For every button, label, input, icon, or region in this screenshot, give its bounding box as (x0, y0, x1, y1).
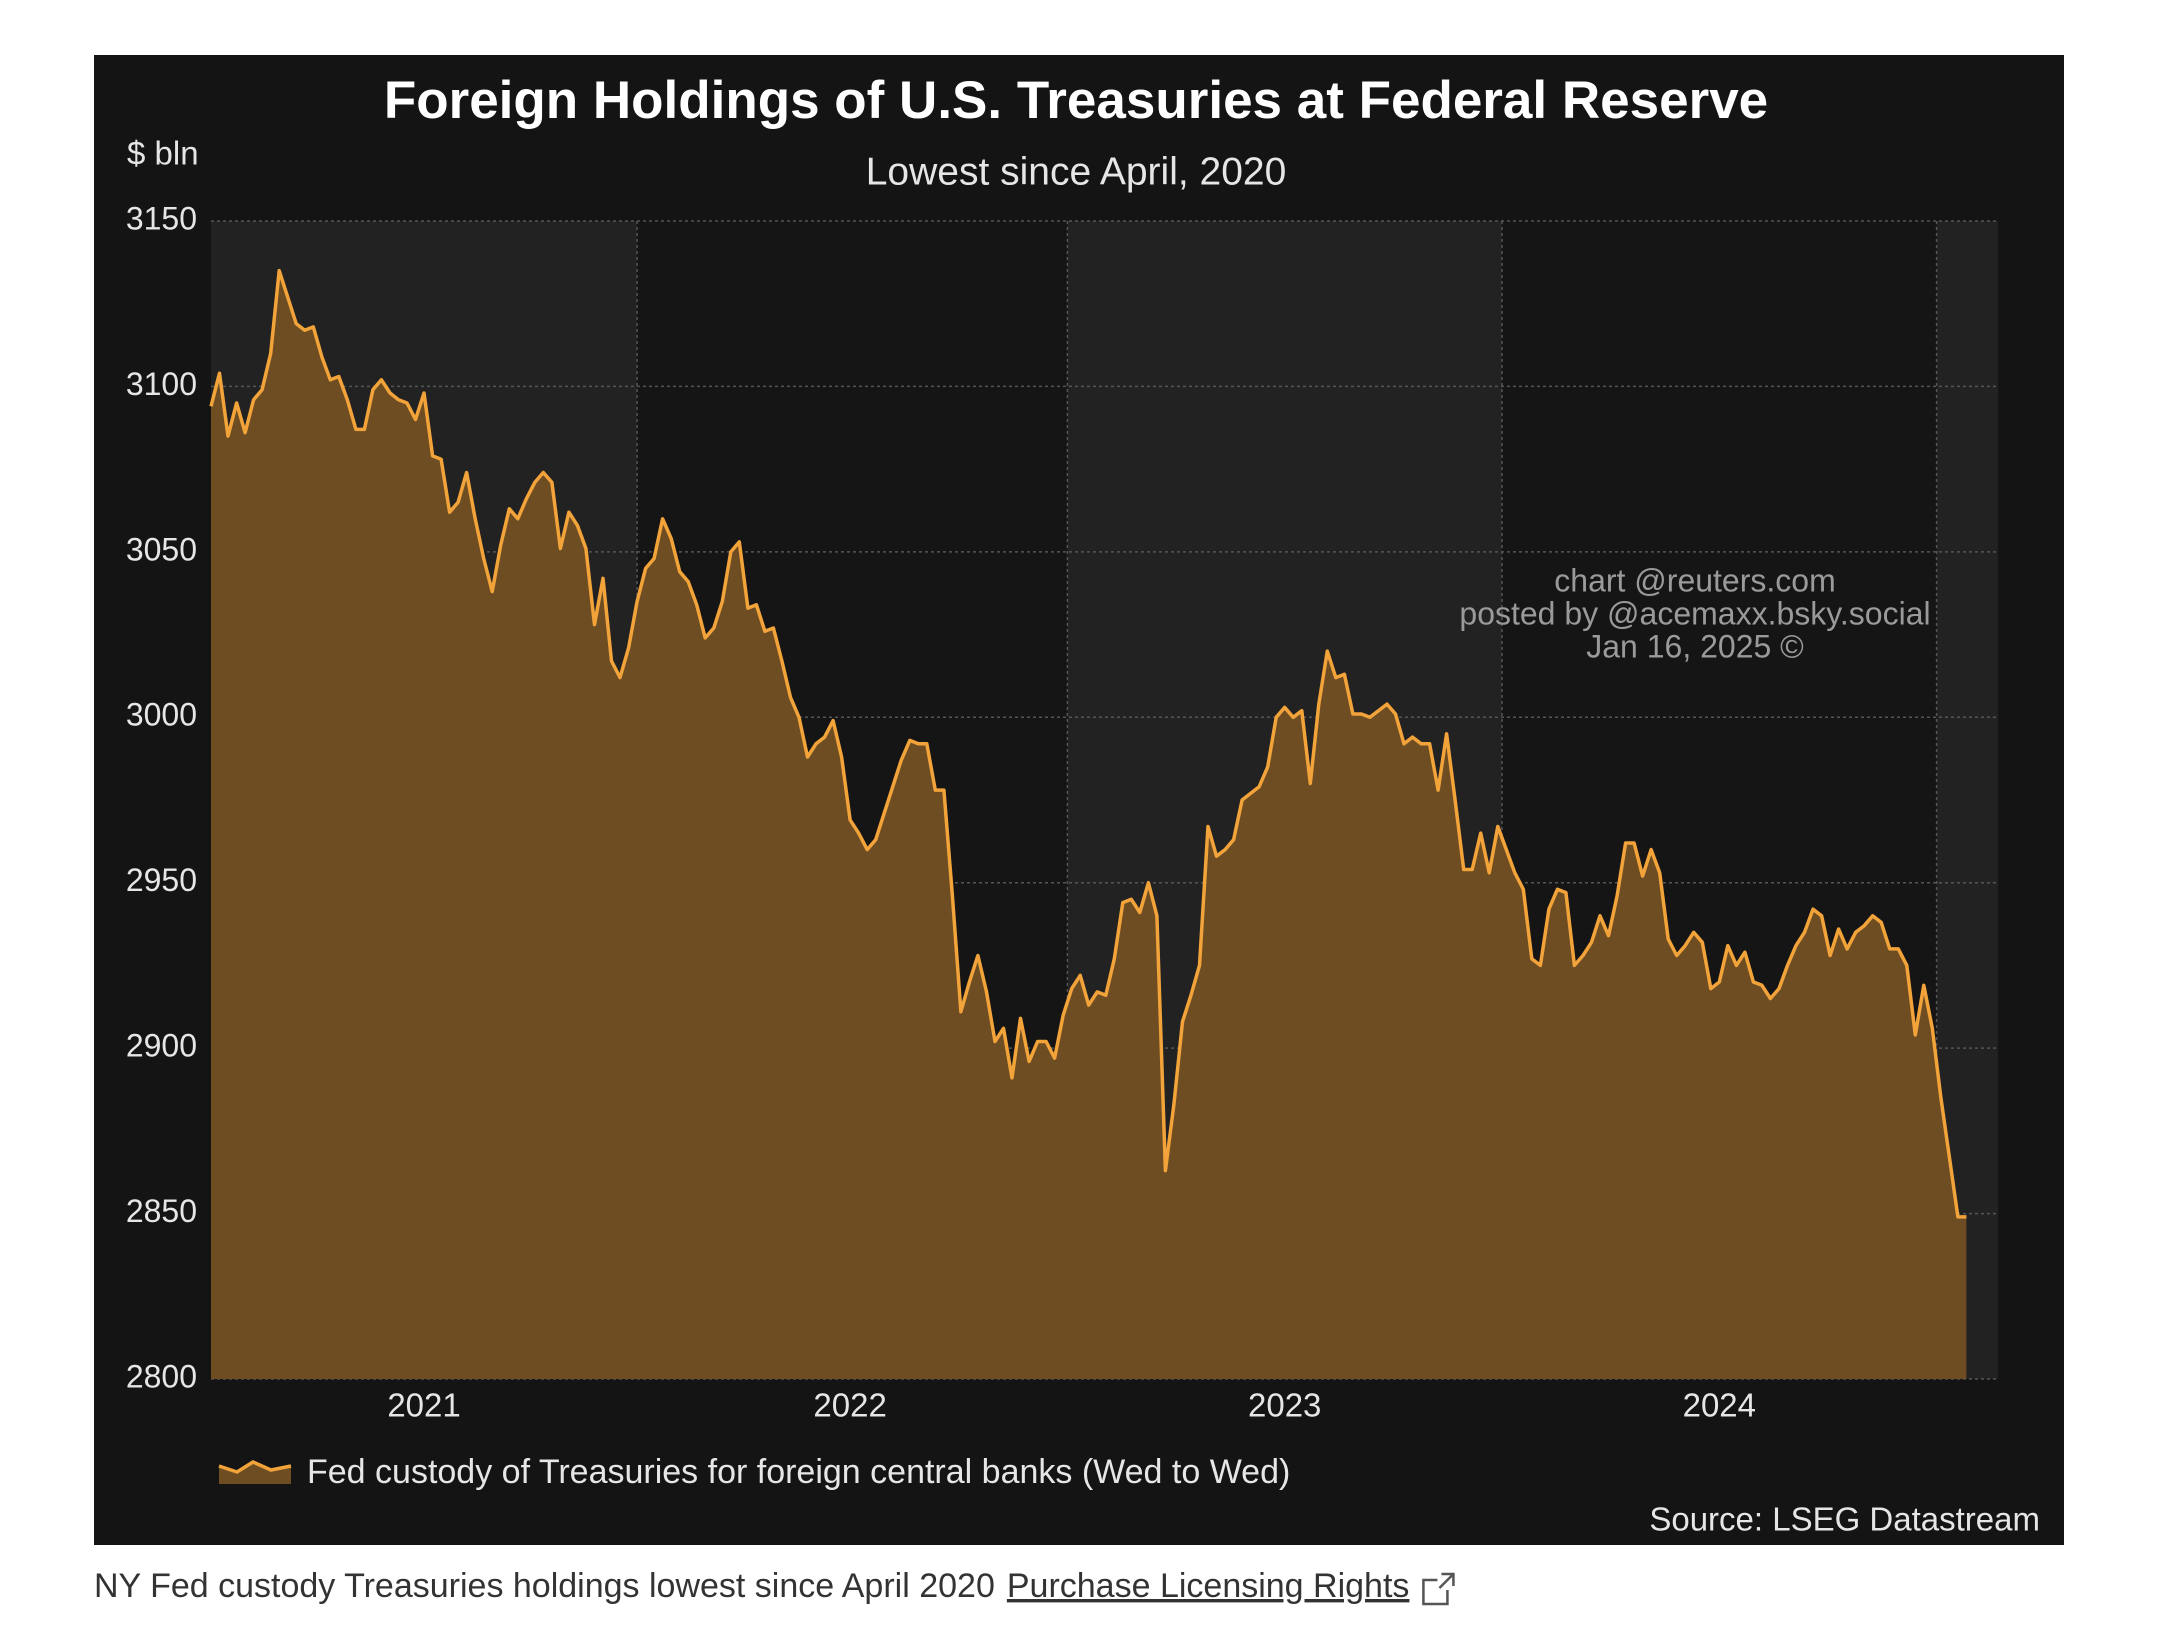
icon-box (1422, 1578, 1449, 1606)
legend-label: Fed custody of Treasuries for foreign ce… (307, 1453, 1290, 1491)
y-tick-label: 3050 (126, 531, 197, 567)
x-tick-label: 2023 (1248, 1387, 1321, 1424)
labels: 2800 2850 2900 2950 3000 3050 3100 3150 2021 2022… (126, 200, 1756, 1491)
licensing-link[interactable]: Purchase Licensing Rights (1007, 1567, 1410, 1605)
marks (209, 268, 1967, 1380)
chart-title: Foreign Holdings of U.S. Treasuries at F… (384, 71, 1768, 130)
annotation: Jan 16, 2025 © (1586, 628, 1804, 664)
caption: NY Fed custody Treasuries holdings lowes… (94, 1567, 1409, 1605)
line (209, 268, 1967, 1219)
x-tick-label: 2021 (387, 1387, 460, 1424)
y-tick-label: 3000 (126, 697, 197, 733)
area-fill (211, 270, 1967, 1380)
y-tick-label: 2900 (126, 1028, 197, 1064)
x-tick-label: 2024 (1683, 1387, 1756, 1424)
y-tick-label: 3150 (126, 200, 197, 236)
legend-swatch (219, 1462, 291, 1484)
caption-text: NY Fed custody Treasuries holdings lowes… (94, 1567, 995, 1605)
source: Source: LSEG Datastream (1649, 1501, 2040, 1538)
y-axis-label: $ bln (127, 135, 199, 172)
y-tick-label: 2850 (126, 1193, 197, 1229)
external-link-icon[interactable] (1422, 1572, 1455, 1606)
y-tick-label: 2950 (126, 862, 197, 898)
annotation: chart @reuters.com (1554, 562, 1835, 598)
annotation: posted by @acemaxx.bsky.social (1459, 595, 1930, 631)
x-tick-label: 2022 (813, 1387, 886, 1424)
legend-swatch-line (218, 1460, 292, 1474)
y-tick-label: 3100 (126, 366, 197, 402)
y-tick-label: 2800 (126, 1358, 197, 1394)
chart-subtitle: Lowest since April, 2020 (866, 150, 1287, 193)
icon-arrow (1438, 1572, 1455, 1589)
